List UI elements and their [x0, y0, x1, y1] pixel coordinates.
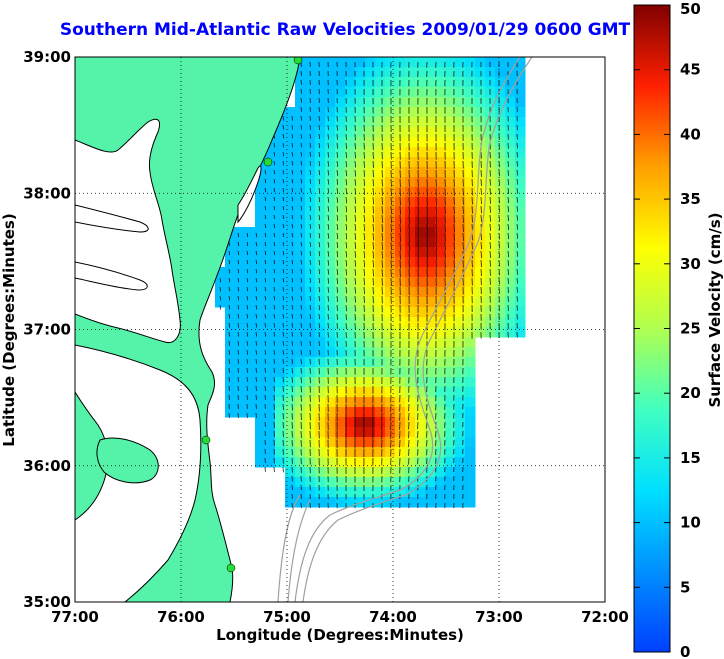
plot-frame: [74, 56, 606, 603]
x-tick-label: 76:00: [157, 608, 205, 626]
hf-radar-station: [293, 57, 303, 65]
y-tick-label: 35:00: [23, 593, 71, 611]
x-tick-label: 73:00: [475, 608, 523, 626]
coastal-bay: [237, 165, 262, 224]
hf-radar-station: [226, 563, 236, 573]
colorbar-tick-label: 20: [680, 384, 701, 402]
x-axis-label: Longitude (Degrees:Minutes): [216, 626, 464, 644]
colorbar-tick-label: 45: [680, 61, 701, 79]
x-tick-label: 72:00: [581, 608, 629, 626]
colorbar-tick-label: 10: [680, 514, 701, 532]
colorbar-tick-label: 30: [680, 255, 701, 273]
y-tick-label: 36:00: [23, 457, 71, 475]
hf-radar-station: [263, 157, 273, 167]
velocity-field: [215, 57, 526, 509]
x-tick-label: 77:00: [51, 608, 99, 626]
x-tick-label: 75:00: [263, 608, 311, 626]
colorbar-tick-label: 25: [680, 320, 701, 338]
map-title: Southern Mid-Atlantic Raw Velocities 200…: [59, 20, 631, 40]
bathymetry-contours: [277, 57, 533, 602]
colorbar-tick-label: 40: [680, 125, 701, 143]
colorbar-label: Surface Velocity (cm/s): [706, 212, 724, 407]
colorbar-tick-label: 15: [680, 449, 701, 467]
y-tick-label: 39:00: [23, 48, 71, 66]
y-axis-label: Latitude (Degrees:Minutes): [0, 213, 18, 446]
colorbar-tick-label: 0: [680, 643, 690, 659]
x-tick-label: 74:00: [369, 608, 417, 626]
tidal-river: [75, 204, 149, 233]
colorbar-tick-label: 35: [680, 190, 701, 208]
colorbar-tick-label: 50: [680, 0, 701, 18]
y-tick-label: 38:00: [23, 184, 71, 202]
colorbar-tick-label: 5: [680, 578, 690, 596]
hf-radar-station: [201, 435, 211, 445]
tidal-river: [75, 261, 148, 291]
grid-lines: [75, 57, 605, 602]
sound: [96, 437, 159, 484]
y-tick-label: 37:00: [23, 321, 71, 339]
